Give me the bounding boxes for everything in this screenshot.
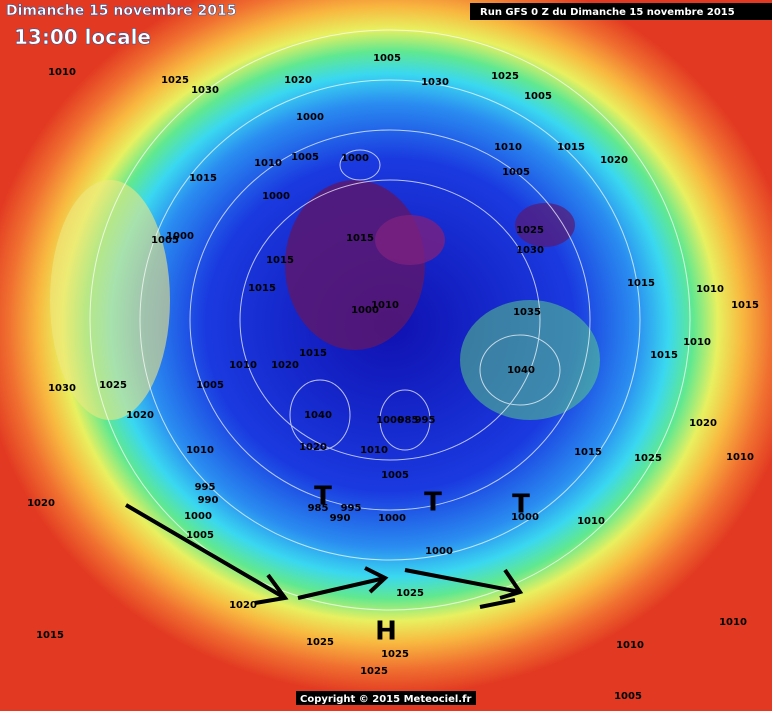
pressure-label: 1000 xyxy=(262,191,290,202)
pressure-label: 1015 xyxy=(346,233,374,244)
pressure-label: 995 xyxy=(341,503,362,514)
pressure-label: 1020 xyxy=(600,155,628,166)
time: 13:00 locale xyxy=(14,25,151,49)
pressure-label: 1005 xyxy=(502,167,530,178)
pressure-label: 1020 xyxy=(126,410,154,421)
pressure-label: 1020 xyxy=(284,75,312,86)
pressure-label: 1000 xyxy=(511,512,539,523)
pressure-labels: 1010102510301020100510301025100510001005… xyxy=(27,53,759,702)
pressure-label: 1000 xyxy=(341,153,369,164)
pressure-label: 1035 xyxy=(513,307,541,318)
pressure-label: 1025 xyxy=(381,649,409,660)
pressure-label: 1005 xyxy=(196,380,224,391)
pressure-label: 995 xyxy=(415,415,436,426)
pressure-label: 1005 xyxy=(186,530,214,541)
high-area xyxy=(460,300,600,420)
pressure-label: 1010 xyxy=(616,640,644,651)
pressure-label: 1015 xyxy=(299,348,327,359)
pressure-label: 1015 xyxy=(731,300,759,311)
pressure-label: 1000 xyxy=(184,511,212,522)
pressure-label: 1005 xyxy=(373,53,401,64)
pressure-label: 1030 xyxy=(48,383,76,394)
pressure-label: 990 xyxy=(330,513,351,524)
low-core xyxy=(515,203,575,247)
pressure-label: 1000 xyxy=(296,112,324,123)
pressure-label: 1000 xyxy=(425,546,453,557)
pressure-label: 1040 xyxy=(304,410,332,421)
pressure-label: 1005 xyxy=(291,152,319,163)
pressure-label: 1025 xyxy=(516,225,544,236)
isobars xyxy=(89,29,691,611)
low-core xyxy=(285,180,425,350)
pressure-label: 1005 xyxy=(614,691,642,702)
pressure-label: 1015 xyxy=(574,447,602,458)
pressure-label: 1005 xyxy=(151,235,179,246)
pressure-label: 1015 xyxy=(266,255,294,266)
pressure-label: 1000 xyxy=(351,305,379,316)
pressure-label: 1000 xyxy=(166,231,194,242)
pressure-label: 1010 xyxy=(186,445,214,456)
pressure-label: 1020 xyxy=(299,442,327,453)
low-core xyxy=(375,215,445,265)
run-bar xyxy=(470,3,772,20)
pressure-label: 1010 xyxy=(254,158,282,169)
pressure-label: 1010 xyxy=(577,516,605,527)
pressure-label: 1025 xyxy=(396,588,424,599)
pressure-label: 1010 xyxy=(696,284,724,295)
pressure-system: H xyxy=(375,617,397,647)
pressure-label: 985 xyxy=(308,503,329,514)
land-area xyxy=(50,180,170,420)
pressure-label: 1030 xyxy=(421,77,449,88)
pressure-label: 1020 xyxy=(229,600,257,611)
pressure-label: 1025 xyxy=(634,453,662,464)
pressure-label: 1025 xyxy=(360,666,388,677)
pressure-label: 1025 xyxy=(306,637,334,648)
pressure-label: 1000 xyxy=(378,513,406,524)
pressure-label: 1015 xyxy=(189,173,217,184)
run: Run GFS 0 Z du Dimanche 15 novembre 2015 xyxy=(480,7,735,18)
pressure-label: 985 xyxy=(398,415,419,426)
pressure-label: 1010 xyxy=(494,142,522,153)
pressure-label: 1020 xyxy=(689,418,717,429)
pressure-label: 1005 xyxy=(381,470,409,481)
pressure-system: T xyxy=(314,482,332,512)
systems: T T T H xyxy=(314,482,530,647)
pressure-label: 1015 xyxy=(248,283,276,294)
pressure-system: T xyxy=(512,490,530,520)
copyright: Copyright © 2015 Meteociel.fr xyxy=(300,694,471,705)
pressure-label: 1010 xyxy=(719,617,747,628)
pressure-label: 1015 xyxy=(557,142,585,153)
pressure-label: 1010 xyxy=(726,452,754,463)
pressure-label: 1015 xyxy=(650,350,678,361)
pressure-label: 1010 xyxy=(683,337,711,348)
pressure-label: 1010 xyxy=(371,300,399,311)
pressure-system: T xyxy=(424,488,442,518)
pressure-label: 995 xyxy=(195,482,216,493)
pressure-label: 1040 xyxy=(507,365,535,376)
pressure-label: 1030 xyxy=(516,245,544,256)
copyright-bar xyxy=(296,691,476,705)
date: Dimanche 15 novembre 2015 xyxy=(6,3,236,19)
pressure-label: 1030 xyxy=(191,85,219,96)
pressure-label: 1010 xyxy=(229,360,257,371)
pressure-label: 1000 xyxy=(376,415,404,426)
arrows xyxy=(124,503,524,609)
pressure-label: 1020 xyxy=(27,498,55,509)
pressure-label: 1015 xyxy=(36,630,64,641)
pressure-label: 1015 xyxy=(627,278,655,289)
pressure-label: 1025 xyxy=(99,380,127,391)
pressure-label: 1010 xyxy=(360,445,388,456)
pressure-label: 990 xyxy=(198,495,219,506)
pressure-label: 1025 xyxy=(491,71,519,82)
pressure-label: 1010 xyxy=(48,67,76,78)
pressure-label: 1025 xyxy=(161,75,189,86)
pressure-label: 1005 xyxy=(524,91,552,102)
pressure-field xyxy=(0,0,772,695)
pressure-label: 1020 xyxy=(271,360,299,371)
